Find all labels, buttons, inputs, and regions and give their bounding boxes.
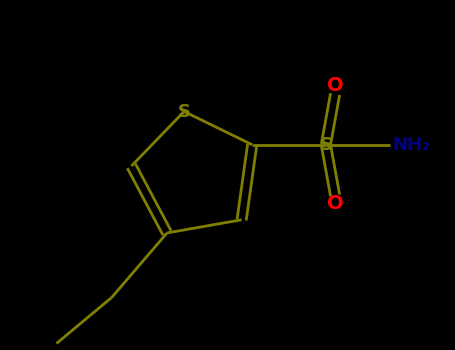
Text: S: S	[319, 136, 332, 154]
Text: O: O	[327, 194, 344, 213]
Text: S: S	[177, 103, 191, 120]
Text: O: O	[327, 76, 344, 95]
Text: NH₂: NH₂	[393, 136, 430, 154]
